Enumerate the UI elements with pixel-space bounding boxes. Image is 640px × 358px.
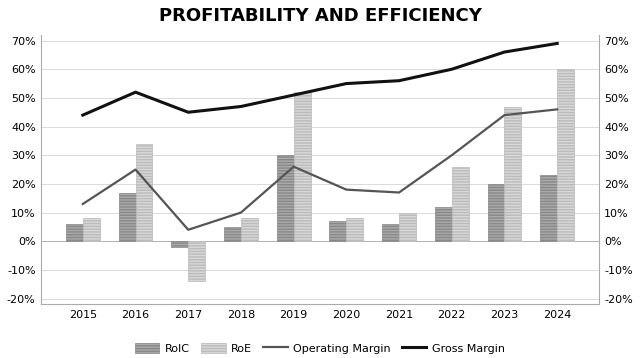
- Bar: [382, 224, 399, 241]
- Bar: [557, 69, 574, 241]
- Bar: [346, 218, 364, 241]
- Bar: [276, 155, 294, 241]
- Bar: [330, 221, 346, 241]
- Bar: [172, 241, 188, 247]
- Title: PROFITABILITY AND EFFICIENCY: PROFITABILITY AND EFFICIENCY: [159, 7, 481, 25]
- Bar: [540, 175, 557, 241]
- Bar: [504, 106, 522, 241]
- Bar: [83, 218, 100, 241]
- Legend: RoIC, RoE, Operating Margin, Gross Margin: RoIC, RoE, Operating Margin, Gross Margi…: [131, 338, 509, 358]
- Bar: [488, 184, 504, 241]
- Bar: [66, 224, 83, 241]
- Bar: [188, 241, 205, 281]
- Bar: [294, 92, 310, 241]
- Bar: [399, 213, 416, 241]
- Bar: [224, 227, 241, 241]
- Bar: [452, 167, 468, 241]
- Bar: [118, 193, 136, 241]
- Bar: [241, 218, 258, 241]
- Bar: [435, 207, 452, 241]
- Bar: [136, 144, 152, 241]
